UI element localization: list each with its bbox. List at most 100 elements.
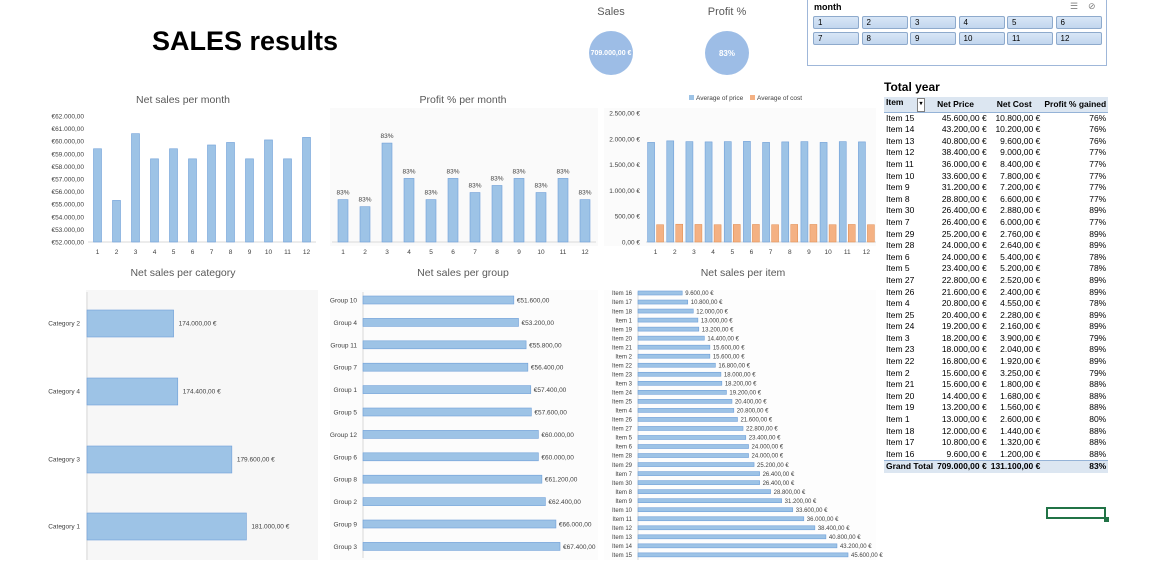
pivot-row[interactable]: Item 6 24.000,00 € 5.400,00 € 78% [884, 252, 1108, 264]
row-profit[interactable]: 88% [1089, 402, 1107, 413]
row-profit[interactable]: 80% [1089, 414, 1107, 425]
row-net-cost[interactable]: 10.200,00 € [995, 124, 1041, 135]
row-profit[interactable]: 79% [1089, 332, 1107, 343]
row-profit[interactable]: 89% [1089, 286, 1107, 297]
pivot-row[interactable]: Item 25 20.400,00 € 2.280,00 € 89% [884, 310, 1108, 322]
row-item[interactable]: Item 15 [886, 112, 915, 123]
row-profit[interactable]: 89% [1089, 240, 1107, 251]
row-item[interactable]: Item 19 [886, 402, 915, 413]
row-profit[interactable]: 78% [1089, 263, 1107, 274]
row-profit[interactable]: 89% [1089, 228, 1107, 239]
row-net-price[interactable]: 23.400,00 € [941, 263, 987, 274]
sales-kpi-bubble[interactable]: 709.000,00 € [589, 31, 633, 75]
pivot-row[interactable]: Item 28 24.000,00 € 2.640,00 € 89% [884, 240, 1108, 252]
row-item[interactable]: Item 9 [886, 182, 910, 193]
row-profit[interactable]: 76% [1089, 124, 1107, 135]
row-item[interactable]: Item 18 [886, 425, 915, 436]
row-profit[interactable]: 88% [1089, 379, 1107, 390]
row-net-price[interactable]: 25.200,00 € [941, 228, 987, 239]
slicer-item-month-9[interactable]: 9 [910, 32, 956, 45]
row-net-price[interactable]: 24.000,00 € [941, 240, 987, 251]
row-item[interactable]: Item 8 [886, 193, 910, 204]
row-net-cost[interactable]: 1.920,00 € [1000, 356, 1041, 367]
row-item[interactable]: Item 6 [886, 251, 910, 262]
row-item[interactable]: Item 13 [886, 135, 915, 146]
pivot-row[interactable]: Item 11 36.000,00 € 8.400,00 € 77% [884, 159, 1108, 171]
pivot-row[interactable]: Item 12 38.400,00 € 9.000,00 € 77% [884, 147, 1108, 159]
row-profit[interactable]: 79% [1089, 367, 1107, 378]
row-profit[interactable]: 78% [1089, 298, 1107, 309]
row-item[interactable]: Item 11 [886, 158, 914, 169]
row-net-price[interactable]: 36.000,00 € [941, 158, 987, 169]
pivot-row[interactable]: Item 9 31.200,00 € 7.200,00 € 77% [884, 182, 1108, 194]
total-profit[interactable]: 83% [1042, 460, 1109, 473]
row-profit[interactable]: 77% [1089, 193, 1107, 204]
row-item[interactable]: Item 7 [886, 216, 910, 227]
row-profit[interactable]: 78% [1089, 251, 1107, 262]
row-net-cost[interactable]: 1.320,00 € [1000, 437, 1041, 448]
pivot-row[interactable]: Item 16 9.600,00 € 1.200,00 € 88% [884, 449, 1108, 461]
row-profit[interactable]: 89% [1089, 309, 1107, 320]
row-item[interactable]: Item 21 [886, 379, 915, 390]
pivot-row[interactable]: Item 7 26.400,00 € 6.000,00 € 77% [884, 217, 1108, 229]
row-net-cost[interactable]: 2.600,00 € [1000, 414, 1041, 425]
row-net-price[interactable]: 26.400,00 € [941, 205, 987, 216]
row-profit[interactable]: 77% [1089, 158, 1107, 169]
header-item[interactable]: Item ▾ [884, 97, 936, 113]
row-item[interactable]: Item 10 [886, 170, 915, 181]
row-net-price[interactable]: 26.400,00 € [941, 216, 987, 227]
row-net-cost[interactable]: 3.250,00 € [1000, 367, 1041, 378]
row-net-cost[interactable]: 2.880,00 € [1000, 205, 1041, 216]
row-net-price[interactable]: 9.600,00 € [946, 448, 987, 459]
row-profit[interactable]: 89% [1089, 205, 1107, 216]
row-net-cost[interactable]: 1.800,00 € [1000, 379, 1041, 390]
row-net-cost[interactable]: 1.680,00 € [1000, 390, 1041, 401]
pivot-row[interactable]: Item 19 13.200,00 € 1.560,00 € 88% [884, 402, 1108, 414]
row-net-price[interactable]: 31.200,00 € [941, 182, 987, 193]
row-net-price[interactable]: 38.400,00 € [941, 147, 987, 158]
pivot-row[interactable]: Item 17 10.800,00 € 1.320,00 € 88% [884, 437, 1108, 449]
pivot-row[interactable]: Item 22 16.800,00 € 1.920,00 € 89% [884, 356, 1108, 368]
row-item[interactable]: Item 25 [886, 309, 915, 320]
row-net-price[interactable]: 20.400,00 € [941, 309, 987, 320]
row-profit[interactable]: 89% [1089, 344, 1107, 355]
row-net-price[interactable]: 40.800,00 € [941, 135, 987, 146]
slicer-item-month-12[interactable]: 12 [1055, 32, 1102, 45]
row-item[interactable]: Item 27 [886, 274, 915, 285]
pivot-row[interactable]: Item 27 22.800,00 € 2.520,00 € 89% [884, 275, 1108, 287]
row-net-price[interactable]: 12.000,00 € [941, 425, 987, 436]
slicer-item-month-6[interactable]: 6 [1055, 16, 1102, 29]
row-item[interactable]: Item 26 [886, 286, 915, 297]
row-profit[interactable]: 88% [1089, 390, 1107, 401]
total-net-price[interactable]: 709.000,00 € [935, 460, 989, 473]
row-net-cost[interactable]: 9.000,00 € [1000, 147, 1041, 158]
multi-select-icon[interactable]: ☰ [1070, 1, 1079, 11]
pivot-row[interactable]: Item 21 15.600,00 € 1.800,00 € 88% [884, 379, 1108, 391]
row-item[interactable]: Item 17 [886, 437, 915, 448]
row-net-price[interactable]: 13.200,00 € [941, 402, 987, 413]
row-net-cost[interactable]: 6.000,00 € [1000, 216, 1041, 227]
row-item[interactable]: Item 23 [886, 344, 915, 355]
row-net-price[interactable]: 10.800,00 € [941, 437, 987, 448]
row-profit[interactable]: 77% [1089, 182, 1107, 193]
row-item[interactable]: Item 12 [886, 147, 915, 158]
row-net-cost[interactable]: 2.520,00 € [1000, 274, 1041, 285]
slicer-item-month-4[interactable]: 4 [958, 16, 1005, 29]
pivot-row[interactable]: Item 13 40.800,00 € 9.600,00 € 76% [884, 136, 1108, 148]
pivot-table[interactable]: Total year Item ▾ Net Price Net Cost Prof… [884, 80, 1109, 473]
pivot-row[interactable]: Item 5 23.400,00 € 5.200,00 € 78% [884, 263, 1108, 275]
row-profit[interactable]: 77% [1089, 170, 1107, 181]
row-profit[interactable]: 88% [1089, 437, 1107, 448]
pivot-row[interactable]: Item 10 33.600,00 € 7.800,00 € 77% [884, 171, 1108, 183]
slicer-item-month-8[interactable]: 8 [861, 32, 908, 45]
total-net-cost[interactable]: 131.100,00 € [988, 460, 1043, 473]
pivot-row[interactable]: Item 15 45.600,00 € 10.800,00 € 76% [884, 112, 1108, 124]
fill-handle[interactable] [1104, 517, 1109, 522]
slicer-item-month-10[interactable]: 10 [958, 32, 1005, 45]
row-net-price[interactable]: 16.800,00 € [941, 356, 987, 367]
month-slicer[interactable]: month ☰ ⊘ 1 2 3 4 5 6 7 8 9 10 11 12 [807, 0, 1107, 66]
row-net-cost[interactable]: 7.200,00 € [1000, 182, 1041, 193]
row-net-price[interactable]: 22.800,00 € [941, 274, 987, 285]
row-profit[interactable]: 89% [1089, 274, 1107, 285]
pivot-row[interactable]: Item 4 20.800,00 € 4.550,00 € 78% [884, 298, 1108, 310]
